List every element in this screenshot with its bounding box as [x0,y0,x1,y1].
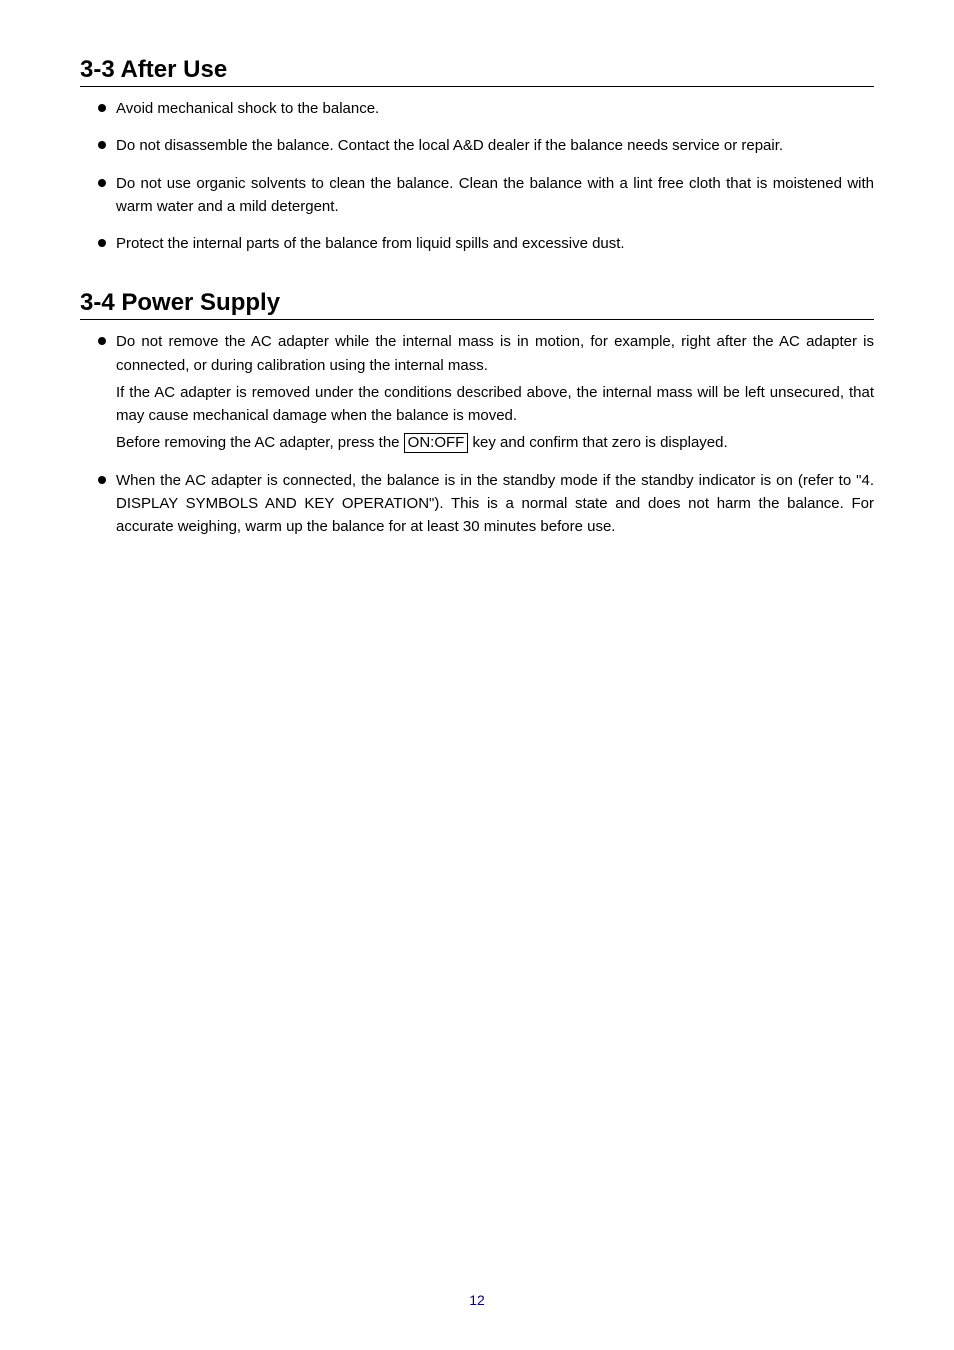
section-heading-power-supply: 3-4 Power Supply [80,289,874,320]
text-run: Before removing the AC adapter, press th… [116,434,404,451]
list-item: Do not remove the AC adapter while the i… [80,330,874,454]
list-item: Avoid mechanical shock to the balance. [80,97,874,120]
list-item: Protect the internal parts of the balanc… [80,232,874,255]
after-use-list: Avoid mechanical shock to the balance. D… [80,97,874,255]
list-item: When the AC adapter is connected, the ba… [80,469,874,539]
power-supply-list: Do not remove the AC adapter while the i… [80,330,874,538]
key-label-onoff: ON:OFF [404,433,469,453]
list-item-text: Protect the internal parts of the balanc… [116,235,625,252]
text-run: key and confirm that zero is displayed. [468,434,727,451]
list-item: Do not disassemble the balance. Contact … [80,134,874,157]
list-item-text: Do not remove the AC adapter while the i… [116,333,874,373]
list-item-text: Avoid mechanical shock to the balance. [116,100,379,117]
document-page: 3-3 After Use Avoid mechanical shock to … [0,0,954,612]
list-item-text: If the AC adapter is removed under the c… [116,381,874,428]
list-item-text: Do not use organic solvents to clean the… [116,175,874,215]
list-item-text: Before removing the AC adapter, press th… [116,431,874,454]
list-item: Do not use organic solvents to clean the… [80,172,874,219]
page-number: 12 [0,1292,954,1308]
list-item-text: Do not disassemble the balance. Contact … [116,137,783,154]
section-heading-after-use: 3-3 After Use [80,56,874,87]
list-item-text: When the AC adapter is connected, the ba… [116,472,874,536]
